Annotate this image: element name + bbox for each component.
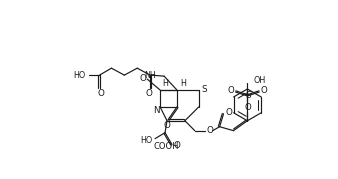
Text: H: H [180, 79, 186, 88]
Text: COOH: COOH [153, 142, 179, 151]
Text: HO: HO [74, 71, 86, 80]
Text: HO: HO [140, 136, 152, 145]
Text: S: S [246, 91, 251, 100]
Text: S: S [201, 84, 207, 93]
Text: NH: NH [144, 71, 156, 80]
Text: O: O [173, 141, 180, 150]
Text: H: H [162, 79, 168, 88]
Text: O: O [244, 103, 251, 112]
Text: O: O [225, 108, 232, 117]
Text: O: O [206, 126, 213, 135]
Text: O: O [261, 86, 268, 95]
Text: O: O [227, 86, 234, 95]
Text: O: O [97, 90, 104, 98]
Text: O: O [146, 90, 152, 98]
Text: OH: OH [254, 76, 266, 84]
Text: O: O [164, 121, 170, 130]
Text: N: N [153, 106, 159, 115]
Text: O: O [140, 74, 147, 83]
